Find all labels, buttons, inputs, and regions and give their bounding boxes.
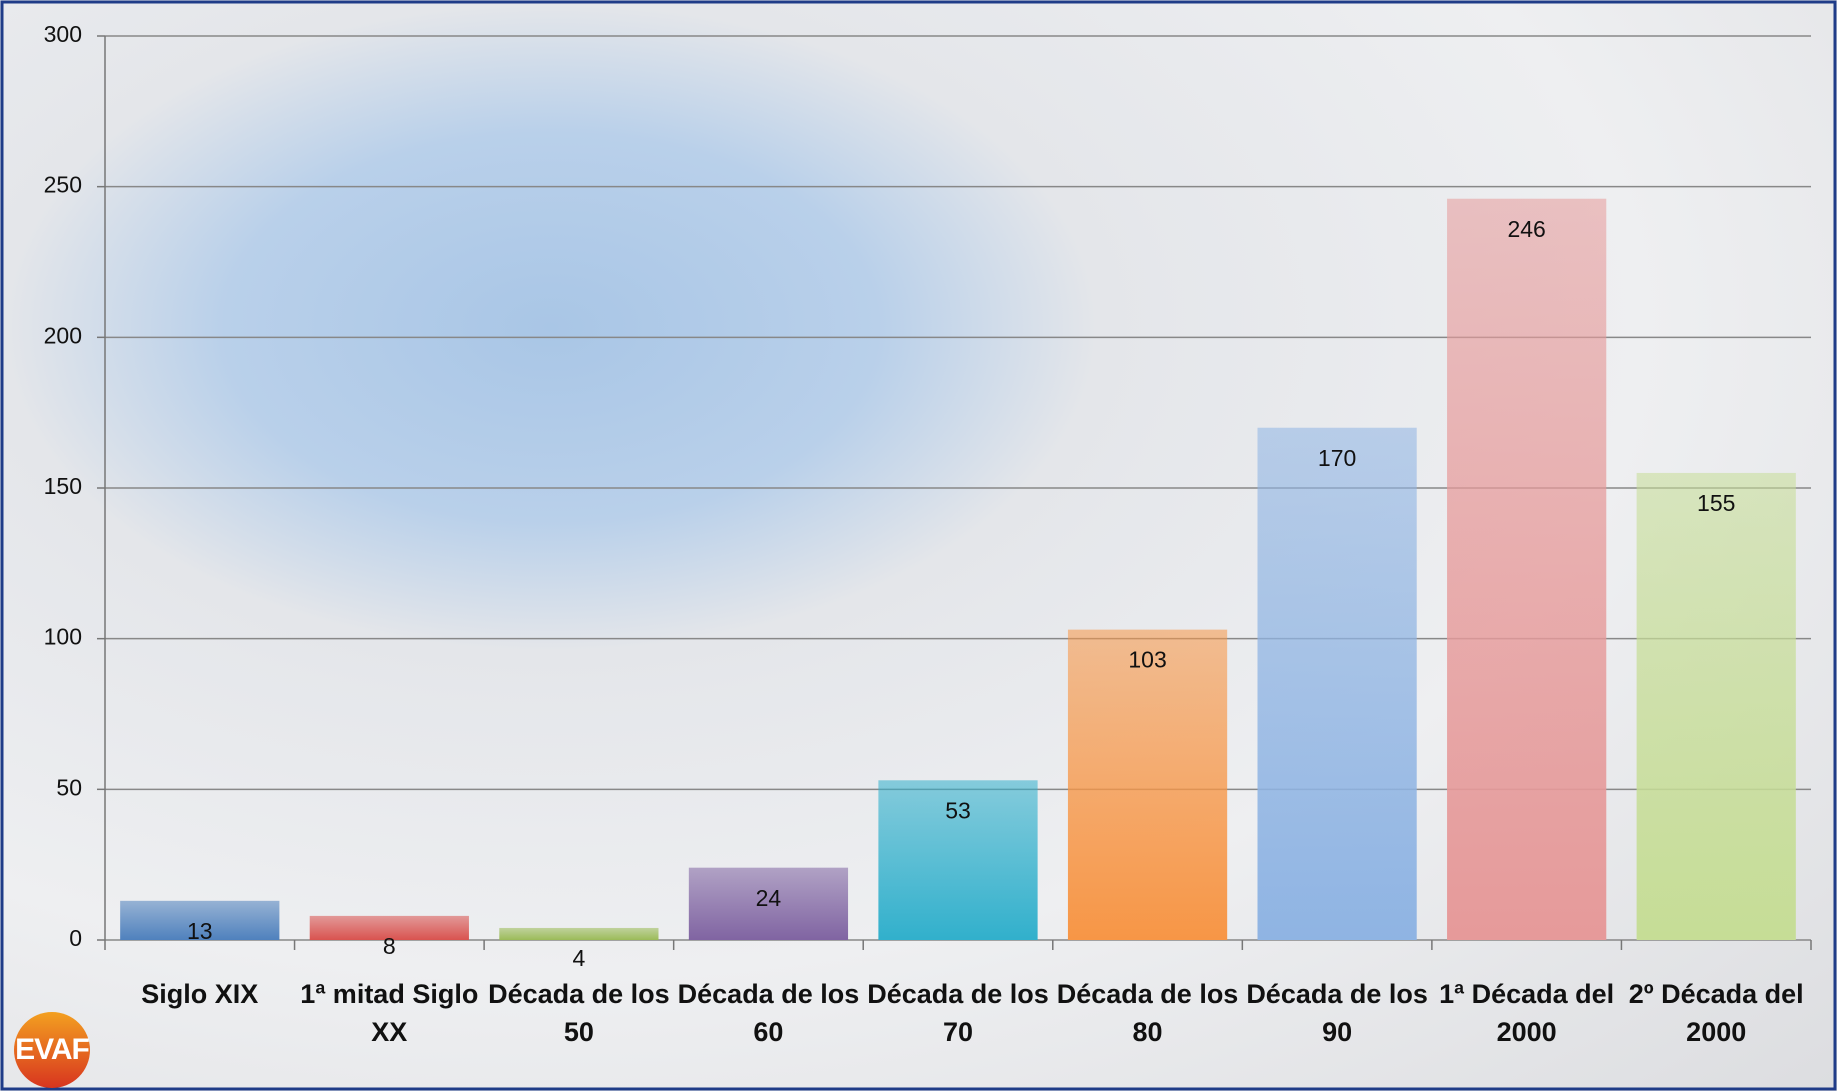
- x-tick-label: 1ª mitad Siglo XX: [289, 975, 491, 1051]
- data-label: 246: [1507, 216, 1545, 242]
- x-tick-label: Década de los 60: [668, 975, 870, 1051]
- y-tick-label: 250: [44, 172, 82, 198]
- y-tick-label: 300: [44, 21, 82, 47]
- y-tick-label: 50: [56, 774, 82, 800]
- data-label: 170: [1318, 445, 1356, 471]
- y-tick-label: 200: [44, 322, 82, 348]
- data-label: 155: [1697, 490, 1735, 516]
- x-tick-label: Década de los 90: [1236, 975, 1438, 1051]
- y-tick-label: 0: [69, 925, 82, 951]
- data-label: 103: [1128, 647, 1166, 673]
- logo: EVAF: [14, 1012, 90, 1088]
- data-label: 53: [945, 797, 971, 823]
- chart: 0 50 100 150 200 250 300 13 8 4 24 53 103 170 246 155: [0, 0, 1837, 1091]
- x-tick-label: Siglo XIX: [99, 975, 301, 1013]
- bar: [1257, 428, 1416, 940]
- y-tick-label: 100: [44, 624, 82, 650]
- bar: [499, 928, 658, 940]
- page: 0 50 100 150 200 250 300 13 8 4 24 53 103 170 246 155 E…: [0, 0, 1837, 1091]
- bar: [1447, 199, 1606, 940]
- bar: [1637, 473, 1796, 940]
- x-tick-label: 2º Década del 2000: [1615, 975, 1817, 1051]
- x-tick-label: 1ª Década del 2000: [1426, 975, 1628, 1051]
- y-tick-label: 150: [44, 473, 82, 499]
- x-tick-label: Década de los 80: [1047, 975, 1249, 1051]
- x-tick-label: Década de los 70: [857, 975, 1059, 1051]
- data-label: 24: [756, 885, 782, 911]
- data-label: 8: [383, 933, 396, 959]
- x-tick-label: Década de los 50: [478, 975, 680, 1051]
- data-label: 13: [187, 918, 213, 944]
- bar: [1068, 630, 1227, 940]
- data-label: 4: [572, 945, 585, 971]
